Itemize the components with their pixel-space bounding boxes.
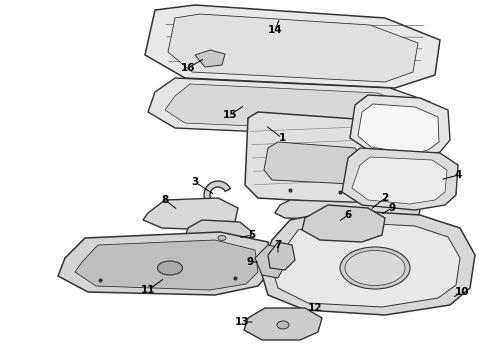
Polygon shape	[148, 78, 430, 138]
Text: 9: 9	[246, 257, 253, 267]
Polygon shape	[244, 308, 322, 340]
Text: 14: 14	[268, 25, 282, 35]
Polygon shape	[195, 50, 225, 67]
Polygon shape	[272, 222, 460, 307]
Text: 1: 1	[278, 133, 286, 143]
Text: 7: 7	[274, 240, 282, 250]
Text: 12: 12	[308, 303, 322, 313]
Text: 15: 15	[223, 110, 237, 120]
Text: 16: 16	[181, 63, 195, 73]
Polygon shape	[145, 5, 440, 88]
Polygon shape	[168, 14, 418, 82]
Polygon shape	[184, 220, 252, 250]
Text: 8: 8	[161, 195, 169, 205]
Polygon shape	[358, 104, 439, 154]
Polygon shape	[268, 242, 295, 270]
Text: 4: 4	[454, 170, 462, 180]
Polygon shape	[342, 148, 458, 210]
Text: 10: 10	[455, 287, 469, 297]
Polygon shape	[165, 84, 412, 132]
Text: 5: 5	[248, 230, 256, 240]
Text: 9: 9	[389, 203, 395, 213]
Polygon shape	[58, 232, 272, 295]
Polygon shape	[302, 205, 385, 242]
Polygon shape	[245, 112, 382, 205]
Text: 11: 11	[141, 285, 155, 295]
Polygon shape	[75, 240, 258, 290]
Text: 2: 2	[381, 193, 389, 203]
Text: 6: 6	[344, 210, 352, 220]
Polygon shape	[352, 157, 447, 204]
Polygon shape	[264, 142, 362, 184]
Ellipse shape	[218, 235, 226, 240]
Polygon shape	[204, 181, 230, 209]
Polygon shape	[350, 95, 450, 158]
Ellipse shape	[345, 251, 405, 285]
Polygon shape	[260, 210, 475, 315]
Ellipse shape	[277, 321, 289, 329]
Ellipse shape	[340, 247, 410, 289]
Text: 13: 13	[235, 317, 249, 327]
Text: 3: 3	[192, 177, 198, 187]
Polygon shape	[255, 245, 285, 278]
Polygon shape	[275, 200, 420, 222]
Polygon shape	[143, 198, 238, 230]
Ellipse shape	[157, 261, 182, 275]
